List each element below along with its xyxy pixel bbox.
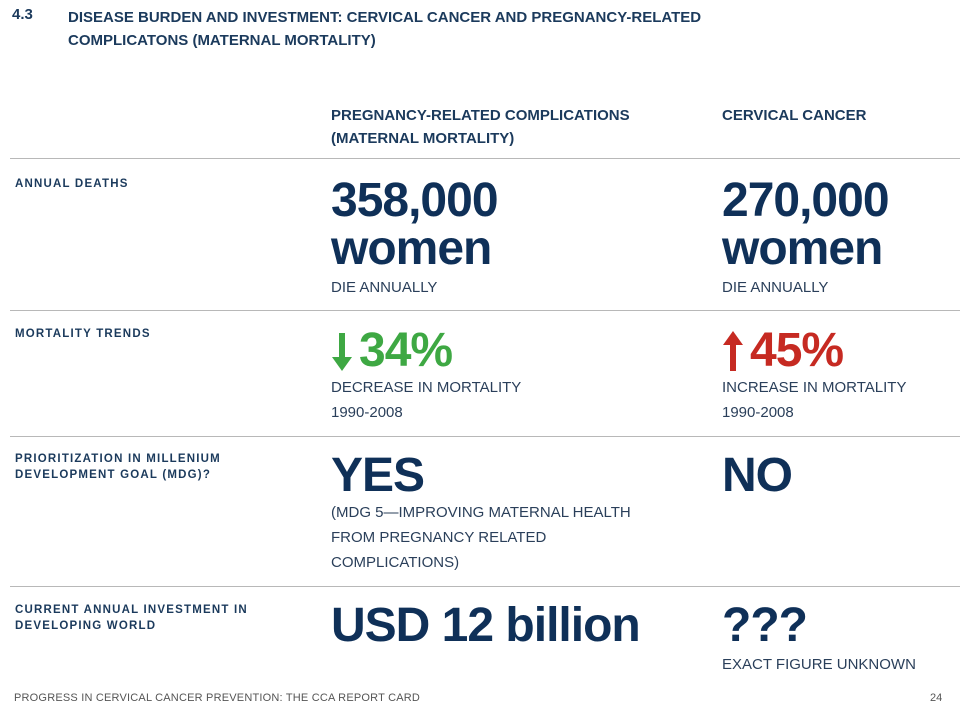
row-label-investment-line1: CURRENT ANNUAL INVESTMENT IN [15, 604, 248, 616]
row-label-prioritization-line2: DEVELOPMENT GOAL (MDG)? [15, 469, 212, 481]
annual-deaths-cervical-unit: women [722, 222, 883, 275]
mortality-trend-maternal-note: DECREASE IN MORTALITY [331, 379, 522, 396]
row-divider [10, 158, 960, 159]
row-label-prioritization-line1: PRIORITIZATION IN MILLENIUM [15, 453, 221, 465]
annual-deaths-cervical-note: DIE ANNUALLY [722, 279, 829, 296]
section-number: 4.3 [12, 6, 33, 23]
annual-deaths-maternal: 358,000 women DIE ANNUALLY [331, 174, 499, 300]
mortality-trend-maternal: 34% DECREASE IN MORTALITY 1990-2008 [331, 327, 521, 425]
prioritization-maternal-note-line1: (MDG 5—IMPROVING MATERNAL HEALTH [331, 504, 631, 521]
mortality-trend-maternal-period: 1990-2008 [331, 404, 403, 421]
column-header-maternal-line2: (MATERNAL MORTALITY) [331, 130, 515, 147]
footer-report-title: PROGRESS IN CERVICAL CANCER PREVENTION: … [14, 692, 421, 704]
mortality-trend-cervical-period: 1990-2008 [722, 404, 794, 421]
row-divider [10, 310, 960, 311]
mortality-trend-cervical-value-row: 45% [722, 327, 906, 375]
row-label-investment: CURRENT ANNUAL INVESTMENT IN DEVELOPING … [15, 602, 305, 634]
investment-cervical-value: ??? [722, 599, 808, 652]
row-label-mortality-trends: MORTALITY TRENDS [15, 328, 151, 340]
annual-deaths-maternal-note: DIE ANNUALLY [331, 279, 438, 296]
annual-deaths-cervical: 270,000 women DIE ANNUALLY [722, 174, 890, 300]
up-arrow-icon [723, 331, 743, 371]
mortality-trend-maternal-value: 34% [359, 324, 453, 377]
prioritization-cervical: NO [722, 449, 793, 502]
prioritization-cervical-value: NO [722, 449, 793, 502]
row-label-annual-deaths: ANNUAL DEATHS [15, 178, 129, 190]
prioritization-maternal-value: YES [331, 449, 425, 502]
row-divider [10, 586, 960, 587]
annual-deaths-maternal-number: 358,000 [331, 174, 499, 227]
footer-page-number: 24 [930, 692, 943, 704]
annual-deaths-cervical-number: 270,000 [722, 174, 890, 227]
row-label-investment-line2: DEVELOPING WORLD [15, 620, 157, 632]
mortality-trend-cervical-note: INCREASE IN MORTALITY [722, 379, 907, 396]
prioritization-maternal-note-line2: FROM PREGNANCY RELATED [331, 529, 547, 546]
column-header-cervical: CERVICAL CANCER [722, 107, 867, 124]
row-divider [10, 436, 960, 437]
mortality-trend-cervical: 45% INCREASE IN MORTALITY 1990-2008 [722, 327, 906, 425]
prioritization-maternal-note-line3: COMPLICATIONS) [331, 554, 460, 571]
mortality-trend-maternal-value-row: 34% [331, 327, 521, 375]
section-title: DISEASE BURDEN AND INVESTMENT: CERVICAL … [68, 9, 702, 49]
investment-cervical-note: EXACT FIGURE UNKNOWN [722, 656, 916, 673]
column-header-maternal-line1: PREGNANCY-RELATED COMPLICATIONS [331, 107, 630, 124]
column-header-maternal: PREGNANCY-RELATED COMPLICATIONS (MATERNA… [331, 104, 691, 150]
investment-maternal: USD 12 billion [331, 599, 641, 652]
mortality-trend-cervical-value: 45% [750, 324, 844, 377]
prioritization-maternal: YES (MDG 5—IMPROVING MATERNAL HEALTH FRO… [331, 452, 631, 575]
investment-cervical: ??? EXACT FIGURE UNKNOWN [722, 602, 916, 677]
down-arrow-icon [332, 333, 352, 371]
row-label-prioritization: PRIORITIZATION IN MILLENIUM DEVELOPMENT … [15, 451, 305, 483]
investment-maternal-value: USD 12 billion [331, 599, 641, 652]
annual-deaths-maternal-unit: women [331, 222, 492, 275]
